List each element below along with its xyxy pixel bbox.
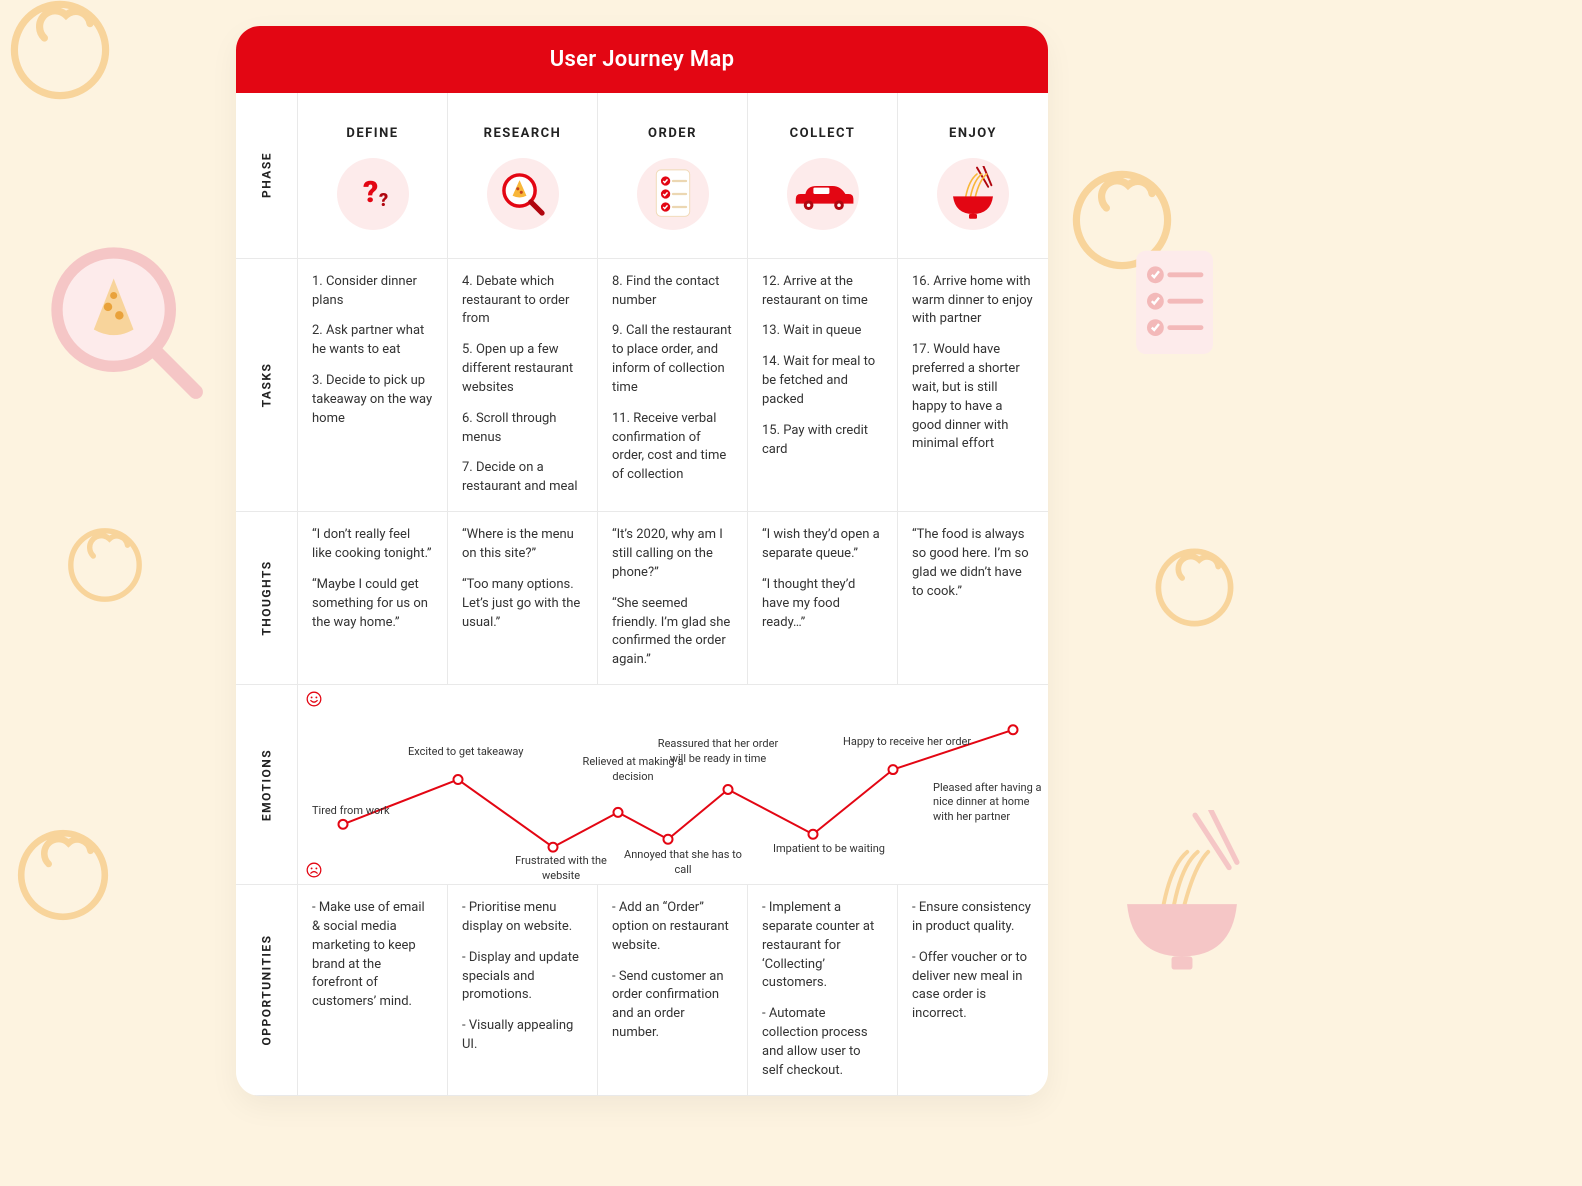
- tasks-item: 1. Consider dinner plans: [312, 273, 433, 311]
- opps-enjoy: - Ensure consistency in product quality.…: [898, 885, 1048, 1096]
- tasks-item: 15. Pay with credit card: [762, 422, 883, 460]
- tasks-item: 13. Wait in queue: [762, 322, 883, 341]
- opps-item: - Ensure consistency in product quality.: [912, 899, 1034, 937]
- emotion-label: Impatient to be waiting: [773, 842, 885, 857]
- phase-cell-enjoy: ENJOY: [898, 93, 1048, 259]
- stage: User Journey Map PHASE DEFINE ? ? RESEAR…: [0, 0, 1582, 1186]
- tasks-item: 16. Arrive home with warm dinner to enjo…: [912, 273, 1034, 330]
- deco-cookie-icon: [60, 520, 150, 610]
- svg-text:?: ?: [379, 190, 388, 211]
- thoughts-item: “I wish they’d open a separate queue.”: [762, 526, 883, 564]
- card-title: User Journey Map: [236, 26, 1048, 93]
- phase-label: ENJOY: [912, 107, 1034, 152]
- deco-cookie-icon: [1062, 160, 1182, 280]
- tasks-define: 1. Consider dinner plans 2. Ask partner w…: [298, 259, 448, 512]
- opps-define: - Make use of email & social media marke…: [298, 885, 448, 1096]
- smiley-sad-icon: [306, 862, 322, 878]
- thoughts-define: “I don’t really feel like cooking tonigh…: [298, 512, 448, 685]
- tasks-item: 9. Call the restaurant to place order, a…: [612, 322, 733, 397]
- phase-label: COLLECT: [762, 107, 883, 152]
- emotions-chart: Tired from work Excited to get takeaway Fr…: [298, 685, 1048, 885]
- tasks-order: 8. Find the contact number 9. Call the re…: [598, 259, 748, 512]
- emotion-label: Frustrated with the website: [496, 854, 626, 884]
- phase-cell-collect: COLLECT: [748, 93, 898, 259]
- row-label-thoughts: THOUGHTS: [236, 512, 298, 685]
- question-icon: ? ?: [337, 158, 409, 230]
- phase-cell-order: ORDER: [598, 93, 748, 259]
- emotion-label: Tired from work: [312, 804, 390, 819]
- row-label-phase: PHASE: [236, 93, 298, 259]
- tasks-item: 14. Wait for meal to be fetched and pack…: [762, 353, 883, 410]
- tasks-item: 8. Find the contact number: [612, 273, 733, 311]
- deco-cookie-icon: [8, 820, 118, 930]
- tasks-item: 17. Would have preferred a shorter wait,…: [912, 341, 1034, 454]
- phase-label: ORDER: [612, 107, 733, 152]
- smiley-happy-icon: [306, 691, 322, 707]
- deco-cookie-icon: [1147, 540, 1242, 635]
- thoughts-research: “Where is the menu on this site?” “Too ma…: [448, 512, 598, 685]
- phase-label: DEFINE: [312, 107, 433, 152]
- opps-item: - Automate collection process and allow …: [762, 1005, 883, 1080]
- thoughts-item: “Maybe I could get something for us on t…: [312, 576, 433, 633]
- tasks-item: 11. Receive verbal confirmation of order…: [612, 410, 733, 485]
- journey-grid: PHASE DEFINE ? ? RESEARCH: [236, 93, 1048, 1096]
- tasks-item: 7. Decide on a restaurant and meal: [462, 459, 583, 497]
- tasks-enjoy: 16. Arrive home with warm dinner to enjo…: [898, 259, 1048, 512]
- emotion-label: Pleased after having a nice dinner at ho…: [933, 781, 1048, 826]
- tasks-research: 4. Debate which restaurant to order from…: [448, 259, 598, 512]
- deco-magnifier-pizza-icon: [40, 236, 210, 406]
- opps-item: - Visually appealing UI.: [462, 1017, 583, 1055]
- tasks-item: 6. Scroll through menus: [462, 410, 583, 448]
- phase-cell-research: RESEARCH: [448, 93, 598, 259]
- checklist-icon: [637, 158, 709, 230]
- opps-item: - Send customer an order confirmation an…: [612, 968, 733, 1043]
- opps-research: - Prioritise menu display on website. - D…: [448, 885, 598, 1096]
- opps-item: - Prioritise menu display on website.: [462, 899, 583, 937]
- row-label-opportunities: OPPORTUNITIES: [236, 885, 298, 1096]
- thoughts-item: “I thought they’d have my food ready…”: [762, 576, 883, 633]
- row-label-emotions: EMOTIONS: [236, 685, 298, 885]
- thoughts-order: “It’s 2020, why am I still calling on th…: [598, 512, 748, 685]
- journey-card: User Journey Map PHASE DEFINE ? ? RESEAR…: [236, 26, 1048, 1096]
- tasks-item: 5. Open up a few different restaurant we…: [462, 341, 583, 398]
- thoughts-item: “The food is always so good here. I’m so…: [912, 526, 1034, 601]
- thoughts-item: “Where is the menu on this site?”: [462, 526, 583, 564]
- tasks-collect: 12. Arrive at the restaurant on time 13. …: [748, 259, 898, 512]
- thoughts-collect: “I wish they’d open a separate queue.” “I…: [748, 512, 898, 685]
- phase-cell-define: DEFINE ? ?: [298, 93, 448, 259]
- emotion-label: Excited to get takeaway: [408, 745, 523, 760]
- emotion-label: Happy to receive her order: [843, 735, 971, 750]
- car-icon: [787, 158, 859, 230]
- opps-item: - Display and update specials and promot…: [462, 949, 583, 1006]
- deco-cookie-icon: [0, 0, 120, 110]
- tasks-item: 4. Debate which restaurant to order from: [462, 273, 583, 330]
- opps-order: - Add an “Order” option on restaurant we…: [598, 885, 748, 1096]
- opps-collect: - Implement a separate counter at restau…: [748, 885, 898, 1096]
- opps-item: - Add an “Order” option on restaurant we…: [612, 899, 733, 956]
- row-label-tasks: TASKS: [236, 259, 298, 512]
- magnifier-pizza-icon: [487, 158, 559, 230]
- tasks-item: 2. Ask partner what he wants to eat: [312, 322, 433, 360]
- noodles-icon: [937, 158, 1009, 230]
- thoughts-enjoy: “The food is always so good here. I’m so…: [898, 512, 1048, 685]
- thoughts-item: “Too many options. Let’s just go with th…: [462, 576, 583, 633]
- thoughts-item: “It’s 2020, why am I still calling on th…: [612, 526, 733, 583]
- opps-item: - Offer voucher or to deliver new meal i…: [912, 949, 1034, 1024]
- deco-checklist-icon: [1127, 246, 1227, 366]
- deco-noodles-icon: [1102, 810, 1262, 980]
- emotion-label: Reassured that her order will be ready i…: [653, 737, 783, 767]
- tasks-item: 3. Decide to pick up takeaway on the way…: [312, 372, 433, 429]
- opps-item: - Implement a separate counter at restau…: [762, 899, 883, 993]
- svg-text:?: ?: [363, 175, 378, 210]
- opps-item: - Make use of email & social media marke…: [312, 899, 433, 1012]
- thoughts-item: “She seemed friendly. I’m glad she confi…: [612, 595, 733, 670]
- thoughts-item: “I don’t really feel like cooking tonigh…: [312, 526, 433, 564]
- tasks-item: 12. Arrive at the restaurant on time: [762, 273, 883, 311]
- emotion-label: Annoyed that she has to call: [618, 848, 748, 878]
- phase-label: RESEARCH: [462, 107, 583, 152]
